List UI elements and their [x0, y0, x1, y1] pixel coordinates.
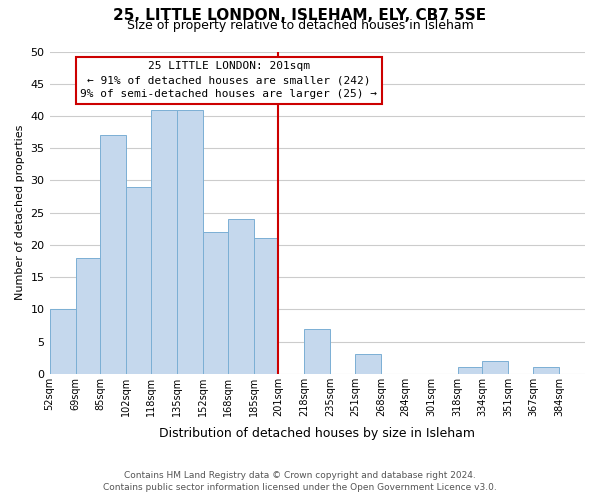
- Bar: [126, 187, 151, 374]
- Bar: [533, 368, 559, 374]
- Bar: [177, 110, 203, 374]
- Bar: [355, 354, 381, 374]
- Bar: [203, 232, 227, 374]
- Bar: [482, 361, 508, 374]
- Bar: [304, 328, 331, 374]
- X-axis label: Distribution of detached houses by size in Isleham: Distribution of detached houses by size …: [159, 427, 475, 440]
- Bar: [151, 110, 177, 374]
- Text: 25 LITTLE LONDON: 201sqm
← 91% of detached houses are smaller (242)
9% of semi-d: 25 LITTLE LONDON: 201sqm ← 91% of detach…: [80, 61, 377, 99]
- Bar: [50, 310, 76, 374]
- Bar: [227, 219, 254, 374]
- Bar: [76, 258, 100, 374]
- Text: Contains HM Land Registry data © Crown copyright and database right 2024.
Contai: Contains HM Land Registry data © Crown c…: [103, 471, 497, 492]
- Text: Size of property relative to detached houses in Isleham: Size of property relative to detached ho…: [127, 18, 473, 32]
- Bar: [100, 136, 126, 374]
- Bar: [254, 238, 278, 374]
- Y-axis label: Number of detached properties: Number of detached properties: [15, 125, 25, 300]
- Text: 25, LITTLE LONDON, ISLEHAM, ELY, CB7 5SE: 25, LITTLE LONDON, ISLEHAM, ELY, CB7 5SE: [113, 8, 487, 22]
- Bar: [458, 368, 482, 374]
